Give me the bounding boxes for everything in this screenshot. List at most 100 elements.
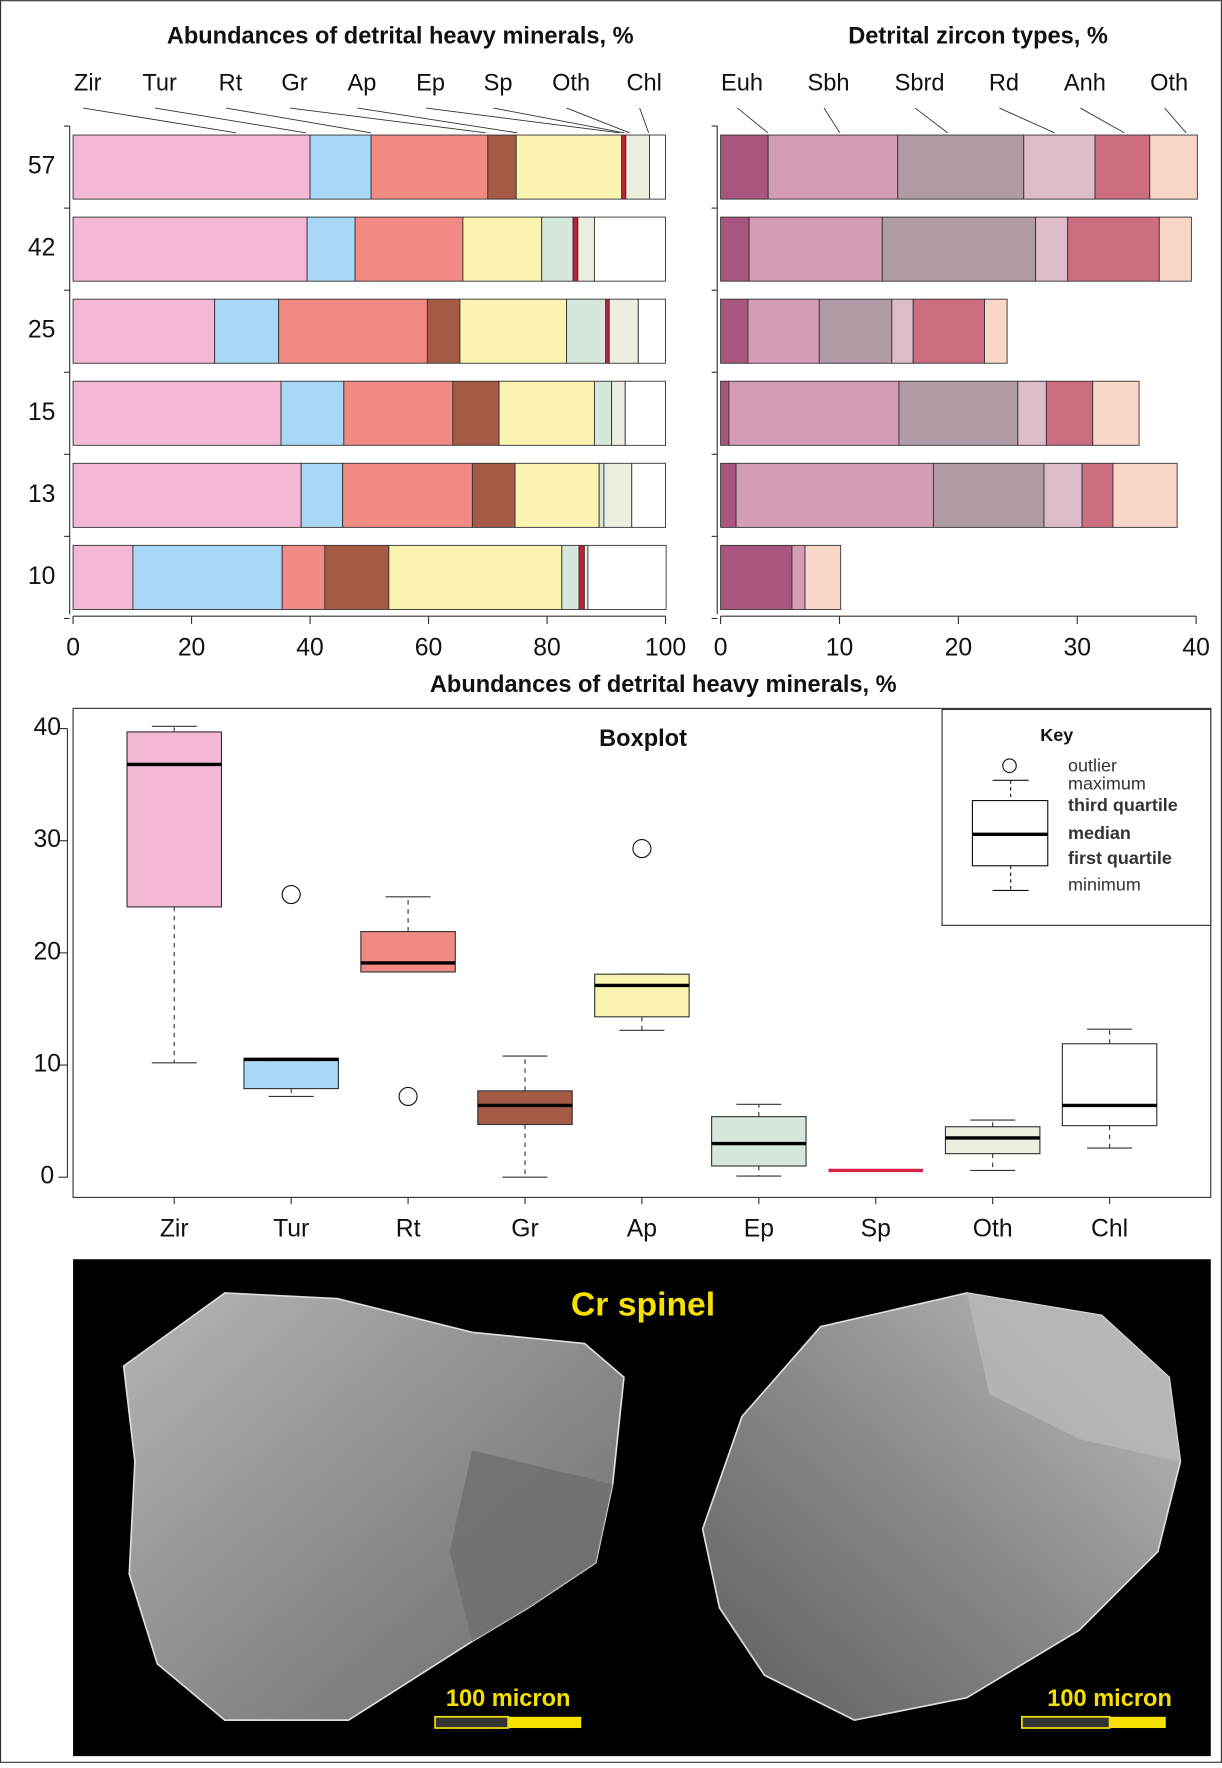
y-tick-label: 13	[28, 481, 56, 508]
y-tick-label: 15	[28, 399, 56, 426]
x-tick-label: 40	[1182, 634, 1210, 661]
key-label: first quartile	[1068, 848, 1172, 868]
legend-label: Rt	[219, 71, 243, 97]
bar-segment	[805, 545, 841, 609]
x-tick-label: 0	[66, 634, 80, 661]
box	[478, 1091, 572, 1125]
bar-segment	[73, 135, 310, 199]
key-title: Key	[1040, 725, 1073, 745]
bar-segment	[792, 545, 805, 609]
bar-segment	[515, 463, 599, 527]
y-tick-label: 42	[28, 235, 56, 262]
x-tick-label: Sp	[861, 1216, 891, 1243]
bar-segment	[721, 217, 750, 281]
bar-segment	[325, 545, 389, 609]
box	[712, 1117, 806, 1166]
bar-segment	[281, 381, 344, 445]
legend-label: Euh	[721, 71, 763, 97]
figure: Cr spinel 100 micron 100 micron Abundanc…	[0, 0, 1222, 1763]
bar-segment	[371, 135, 488, 199]
outlier	[282, 886, 300, 904]
y-tick-label: 30	[33, 826, 61, 853]
x-tick-label: 20	[945, 634, 973, 661]
bar-segment	[721, 135, 769, 199]
legend-label: Sp	[484, 71, 513, 97]
bar-segment	[609, 299, 638, 363]
bar-segment	[215, 299, 279, 363]
bar-segment	[1046, 381, 1092, 445]
bar-segment	[73, 299, 215, 363]
bar-segment	[1044, 463, 1082, 527]
bar-segment	[562, 545, 579, 609]
y-tick-label: 40	[33, 714, 61, 741]
bar-segment	[1068, 217, 1160, 281]
bar-segment	[460, 299, 567, 363]
x-tick-label: Tur	[273, 1216, 309, 1243]
bar-segment	[1113, 463, 1177, 527]
bar-segment	[279, 299, 428, 363]
bar-segment	[892, 299, 913, 363]
bar-segment	[73, 463, 301, 527]
bar-segment	[1082, 463, 1113, 527]
box	[595, 974, 689, 1017]
bar-segment	[579, 545, 584, 609]
y-tick-label: 0	[40, 1163, 54, 1190]
y-tick-label: 10	[28, 563, 56, 590]
bar-segment	[73, 217, 307, 281]
bar-segment	[307, 217, 355, 281]
x-tick-label: 20	[178, 634, 205, 661]
key-label: maximum	[1068, 774, 1146, 794]
bar-segment	[612, 381, 626, 445]
bar-segment	[282, 545, 325, 609]
chart-title: Detrital zircon types, %	[848, 23, 1108, 49]
bar-segment	[604, 463, 632, 527]
key-label: median	[1068, 823, 1131, 843]
chart-title: Boxplot	[599, 726, 687, 752]
bar-segment	[588, 545, 666, 609]
x-axis-title: Abundances of detrital heavy minerals, %	[430, 672, 897, 698]
bar-segment	[73, 381, 281, 445]
bar-segment	[985, 299, 1008, 363]
legend-label: Tur	[142, 71, 177, 97]
bar-segment	[73, 545, 133, 609]
legend-label: Oth	[1150, 71, 1188, 97]
box	[945, 1127, 1039, 1154]
bar-segment	[632, 463, 666, 527]
x-tick-label: Rt	[396, 1216, 421, 1243]
legend-label: Oth	[552, 71, 590, 97]
legend-label: Ep	[416, 71, 445, 97]
bar-segment	[1159, 217, 1191, 281]
bar-segment	[913, 299, 984, 363]
outlier	[633, 840, 651, 858]
scale-bar	[435, 1717, 508, 1728]
bar-segment	[472, 463, 515, 527]
legend-label: Chl	[626, 71, 661, 97]
bar-segment	[301, 463, 342, 527]
scale-label: 100 micron	[1047, 1686, 1172, 1712]
legend-label: Sbrd	[895, 71, 945, 97]
bar-segment	[882, 217, 1035, 281]
bar-segment	[1036, 217, 1068, 281]
chart-title: Abundances of detrital heavy minerals, %	[167, 23, 634, 49]
bar-segment	[584, 545, 588, 609]
key-label: third quartile	[1068, 795, 1178, 815]
bar-segment	[729, 381, 899, 445]
y-tick-label: 20	[33, 938, 61, 965]
bar-segment	[594, 381, 611, 445]
bar-segment	[606, 299, 610, 363]
bar-segment	[1095, 135, 1150, 199]
bar-segment	[427, 299, 460, 363]
scale-label: 100 micron	[446, 1686, 571, 1712]
box	[127, 732, 221, 907]
bar-segment	[1093, 381, 1139, 445]
bar-segment	[768, 135, 898, 199]
page: {"chart_data": [ {"type": "bar", "orient…	[0, 0, 1222, 1768]
bar-segment	[721, 545, 792, 609]
scale-bar	[1022, 1717, 1110, 1728]
bar-segment	[650, 135, 666, 199]
y-tick-label: 25	[28, 317, 56, 344]
bar-segment	[748, 299, 819, 363]
x-tick-label: 30	[1064, 634, 1092, 661]
bar-segment	[594, 217, 665, 281]
x-tick-label: 0	[714, 634, 728, 661]
